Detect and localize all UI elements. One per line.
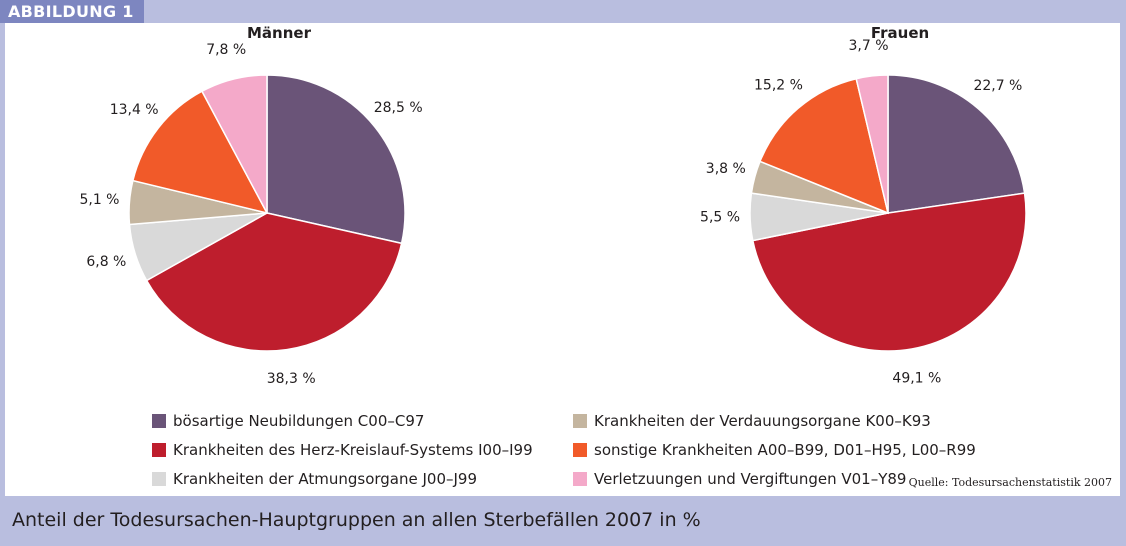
pie-slice-krankheiten-des-herz-kreislauf-systems-i00-i99 bbox=[751, 192, 1027, 352]
legend-swatch bbox=[573, 414, 587, 428]
legend-label: Krankheiten der Verdauungsorgane K00–K93 bbox=[594, 412, 931, 430]
pie-value-label: 13,4 % bbox=[110, 102, 159, 118]
legend-item-atmungsorgane: Krankheiten der Atmungsorgane J00–J99 bbox=[152, 468, 477, 490]
pie-slice-bosartige-neubildungen-c00-c97 bbox=[887, 74, 1026, 214]
pie-value-label: 5,5 % bbox=[700, 210, 740, 226]
legend-swatch bbox=[573, 443, 587, 457]
pie-value-label: 7,8 % bbox=[206, 42, 246, 58]
pie-slice-verletzuungen-und-vergiftungen-v01-y89 bbox=[855, 74, 889, 214]
figure-caption: Anteil der Todesursachen-Hauptgruppen an… bbox=[12, 509, 701, 531]
pie-chart-frauen: Frauen 22,7 % 49,1 % 5,5 % 3,8 % 15,2 % 3,7 % bbox=[700, 24, 1027, 386]
pie-title: Frauen bbox=[871, 24, 929, 42]
source-note: Quelle: Todesursachenstatistik 2007 bbox=[908, 476, 1112, 489]
chart-panel: Männer 28,5 % 38,3 % 6,8 % 5,1 % 13,4 % 7,8 % … bbox=[5, 23, 1120, 496]
pie-value-label: 15,2 % bbox=[754, 78, 803, 94]
legend-label: Krankheiten des Herz-Kreislauf-Systems I… bbox=[173, 441, 533, 459]
pie-slice-bosartige-neubildungen-c00-c97 bbox=[266, 74, 406, 245]
pie-slice-sonstige-krankheiten-a00-b99-d01-h95-l00-r99 bbox=[759, 77, 890, 215]
legend-label: Krankheiten der Atmungsorgane J00–J99 bbox=[173, 470, 478, 488]
pie-value-label: 3,7 % bbox=[849, 38, 889, 54]
pie-value-label: 6,8 % bbox=[86, 254, 126, 270]
legend-swatch bbox=[152, 443, 166, 457]
legend-item-verdauungsorgane: Krankheiten der Verdauungsorgane K00–K93 bbox=[573, 410, 931, 432]
legend-swatch bbox=[573, 472, 587, 486]
legend-item-verletzungen: Verletzuungen und Vergiftungen V01–Y89 bbox=[573, 468, 906, 490]
pie-slice-sonstige-krankheiten-a00-b99-d01-h95-l00-r99 bbox=[131, 90, 269, 215]
pie-slice-verletzuungen-und-vergiftungen-v01-y89 bbox=[200, 74, 268, 214]
legend-label: bösartige Neubildungen C00–C97 bbox=[173, 412, 425, 430]
legend-swatch bbox=[152, 414, 166, 428]
pie-value-label: 28,5 % bbox=[374, 100, 423, 116]
pie-value-label: 22,7 % bbox=[973, 78, 1022, 94]
legend-item-boesartige-neubildungen: bösartige Neubildungen C00–C97 bbox=[152, 410, 424, 432]
legend-item-herz-kreislauf: Krankheiten des Herz-Kreislauf-Systems I… bbox=[152, 439, 533, 461]
figure-badge: ABBILDUNG 1 bbox=[0, 0, 144, 23]
legend-swatch bbox=[152, 472, 166, 486]
pie-value-label: 3,8 % bbox=[706, 161, 746, 177]
legend-label: Verletzuungen und Vergiftungen V01–Y89 bbox=[594, 470, 907, 488]
pie-title: Männer bbox=[247, 24, 312, 42]
pie-value-label: 49,1 % bbox=[892, 370, 941, 386]
legend-label: sonstige Krankheiten A00–B99, D01–H95, L… bbox=[594, 441, 976, 459]
legend-item-sonstige-krankheiten: sonstige Krankheiten A00–B99, D01–H95, L… bbox=[573, 439, 976, 461]
pie-chart-maenner: Männer 28,5 % 38,3 % 6,8 % 5,1 % 13,4 % 7,8 % bbox=[79, 24, 422, 387]
pie-value-label: 5,1 % bbox=[79, 192, 119, 208]
pie-slice-krankheiten-des-herz-kreislauf-systems-i00-i99 bbox=[145, 212, 403, 352]
pie-value-label: 38,3 % bbox=[267, 371, 316, 387]
